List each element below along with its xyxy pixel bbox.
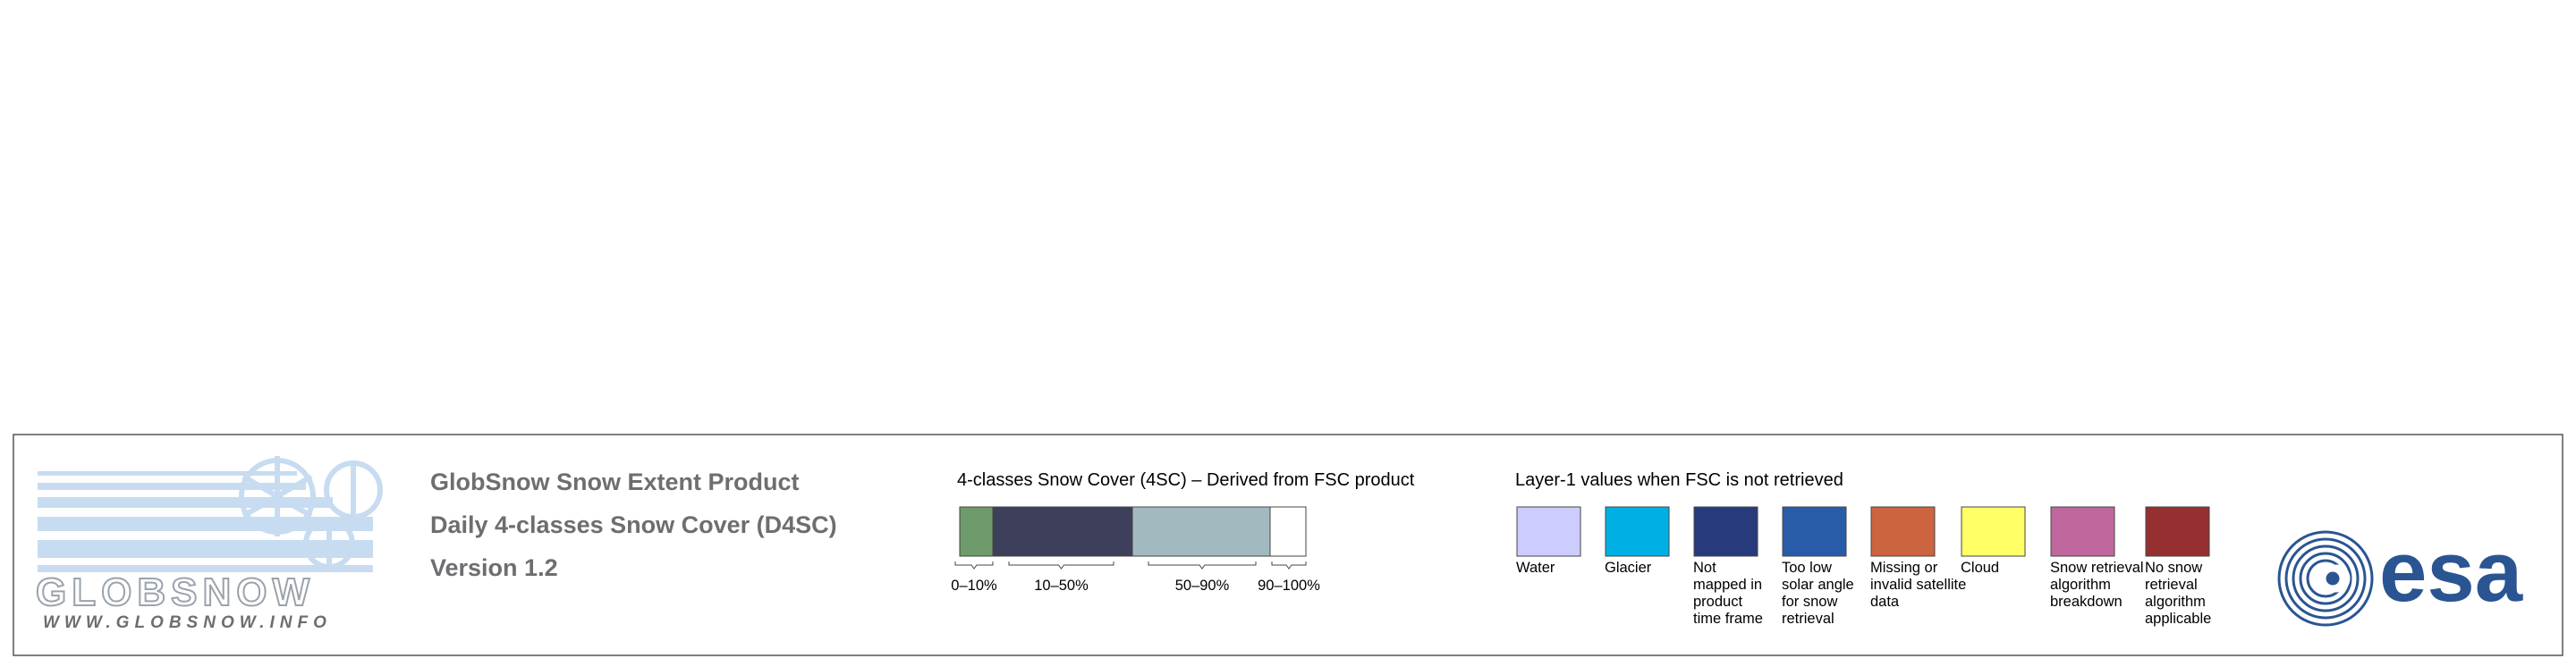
layer1-label: solar angle bbox=[1782, 577, 1854, 593]
layer1-swatch bbox=[2050, 506, 2115, 557]
layer1-label: Not bbox=[1693, 560, 1716, 576]
layer1-title: Layer-1 values when FSC is not retrieved bbox=[1515, 470, 1843, 490]
layer1-label: Too low bbox=[1782, 560, 1832, 576]
class-label: 0–10% bbox=[951, 578, 997, 594]
class-label: 10–50% bbox=[1034, 578, 1089, 594]
esa-emblem bbox=[2277, 530, 2374, 627]
layer1-label: Cloud bbox=[1961, 560, 2000, 576]
layer1-label: Snow retrieval bbox=[2050, 560, 2144, 576]
layer1-swatch bbox=[1870, 506, 1936, 557]
snow-cover-title: 4-classes Snow Cover (4SC) – Derived fro… bbox=[957, 470, 1415, 490]
layer1-label: invalid satellite bbox=[1870, 577, 1967, 593]
layer1-label: for snow bbox=[1782, 594, 1838, 610]
class-swatch bbox=[1269, 506, 1307, 557]
layer1-label: product bbox=[1693, 594, 1743, 610]
logo-name: GLOBSNOW bbox=[35, 570, 315, 615]
layer1-label: time frame bbox=[1693, 611, 1763, 627]
layer1-swatch bbox=[1961, 506, 2026, 557]
header-line: Version 1.2 bbox=[430, 554, 558, 581]
snowflake-icon bbox=[239, 456, 383, 570]
agency-logo: esa bbox=[2379, 524, 2523, 620]
layer1-swatch bbox=[2145, 506, 2210, 557]
layer1-label: algorithm bbox=[2050, 577, 2111, 593]
class-swatch bbox=[992, 506, 1133, 557]
logo-url: WWW.GLOBSNOW.INFO bbox=[43, 613, 332, 632]
layer1-swatch bbox=[1693, 506, 1758, 557]
layer1-label: applicable bbox=[2145, 611, 2212, 627]
class-brace bbox=[954, 561, 994, 570]
class-brace bbox=[1271, 561, 1307, 570]
logo-stripes bbox=[38, 471, 373, 572]
layer1-label: mapped in bbox=[1693, 577, 1763, 593]
class-brace bbox=[1008, 561, 1114, 570]
class-label: 90–100% bbox=[1258, 578, 1320, 594]
layer1-label: Water bbox=[1516, 560, 1555, 576]
layer1-label: No snow bbox=[2145, 560, 2203, 576]
class-swatch bbox=[959, 506, 994, 557]
class-swatch bbox=[1131, 506, 1271, 557]
layer1-label: algorithm bbox=[2145, 594, 2206, 610]
layer1-label: retrieval bbox=[2145, 577, 2198, 593]
header-line: GlobSnow Snow Extent Product bbox=[430, 469, 800, 495]
layer1-swatch bbox=[1605, 506, 1670, 557]
layer1-label: data bbox=[1870, 594, 1900, 610]
layer1-label: retrieval bbox=[1782, 611, 1835, 627]
layer1-swatch bbox=[1516, 506, 1581, 557]
class-brace bbox=[1148, 561, 1257, 570]
layer1-swatch bbox=[1782, 506, 1847, 557]
layer1-label: Glacier bbox=[1605, 560, 1652, 576]
layer1-label: Missing or bbox=[1870, 560, 1938, 576]
layer1-label: breakdown bbox=[2050, 594, 2123, 610]
header-line: Daily 4-classes Snow Cover (D4SC) bbox=[430, 511, 837, 538]
class-label: 50–90% bbox=[1174, 578, 1230, 594]
